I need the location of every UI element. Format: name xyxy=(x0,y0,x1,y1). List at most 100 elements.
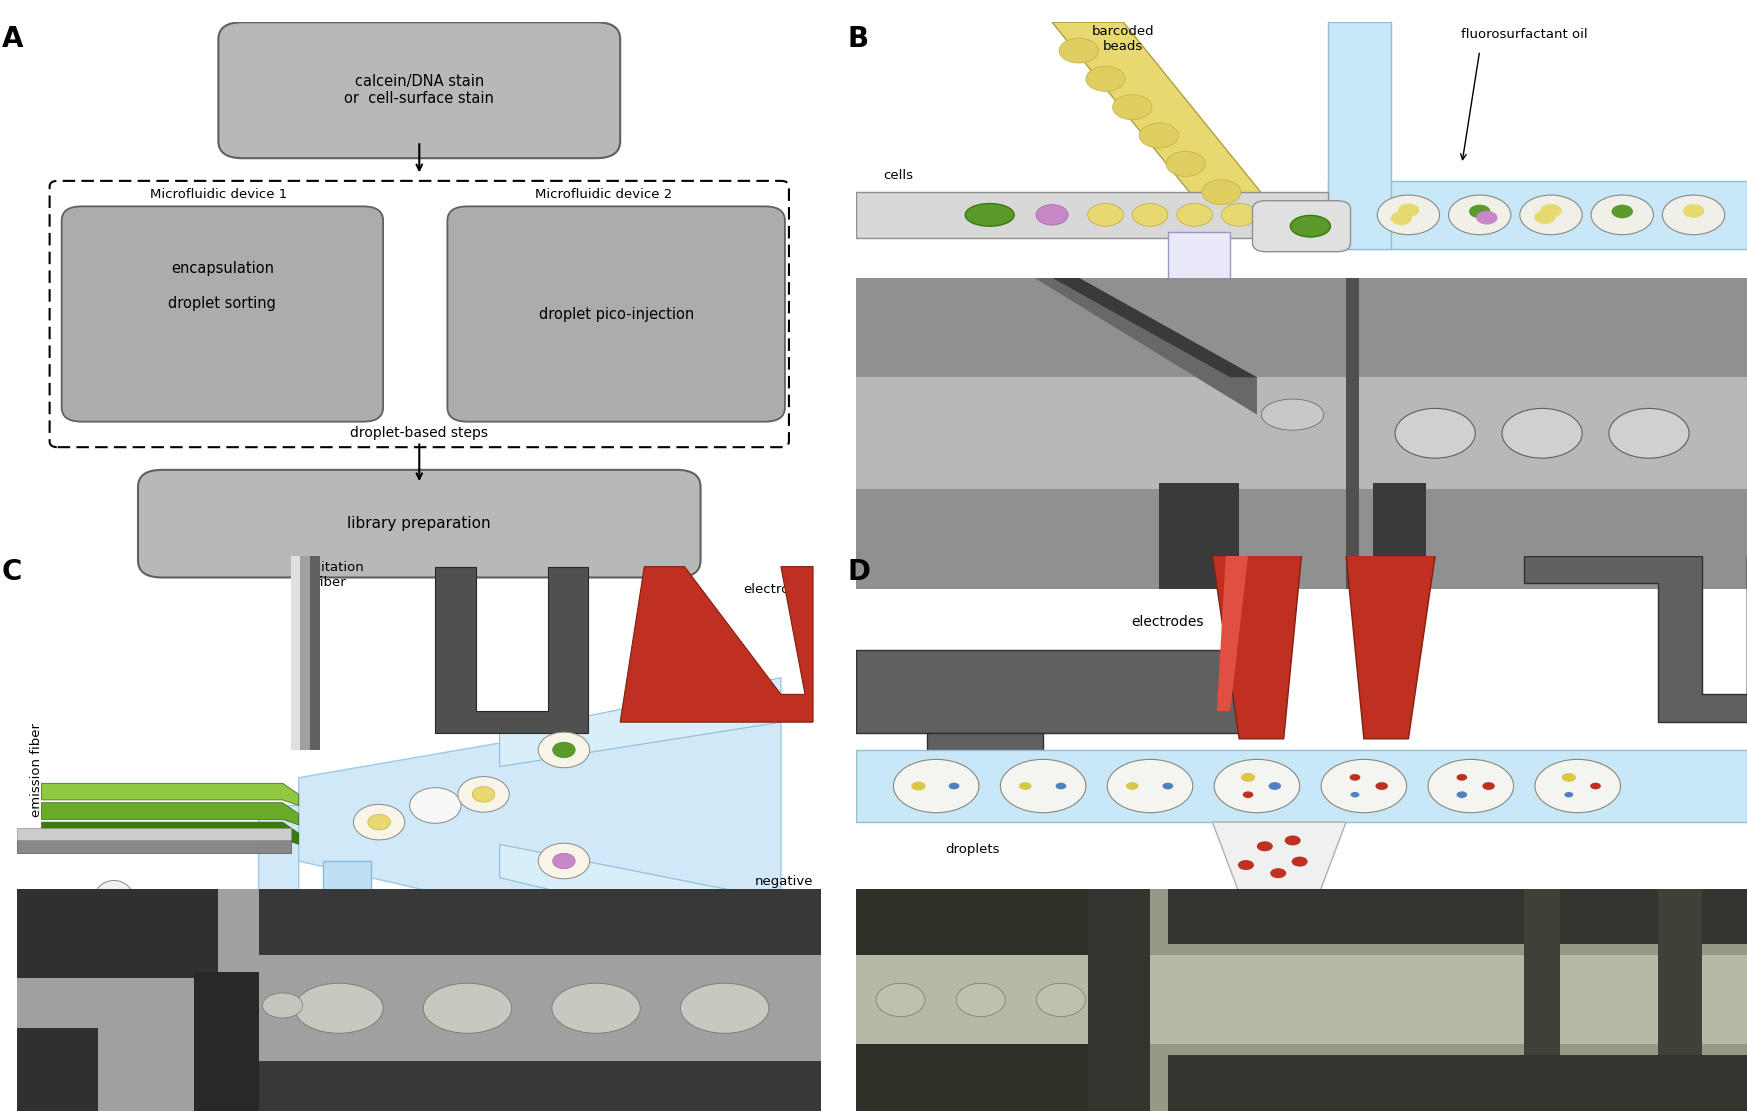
Circle shape xyxy=(1476,211,1497,224)
Circle shape xyxy=(1019,782,1031,790)
Circle shape xyxy=(1314,969,1329,979)
Circle shape xyxy=(101,891,126,909)
Bar xyxy=(856,1044,1123,1111)
Circle shape xyxy=(1059,38,1099,63)
Text: library preparation: library preparation xyxy=(348,517,491,531)
FancyBboxPatch shape xyxy=(138,470,701,578)
Ellipse shape xyxy=(1291,216,1331,237)
Text: droplet-based steps: droplet-based steps xyxy=(351,426,487,440)
Ellipse shape xyxy=(295,983,383,1033)
Bar xyxy=(323,861,370,1083)
Ellipse shape xyxy=(423,983,512,1033)
Polygon shape xyxy=(42,783,299,805)
Bar xyxy=(856,889,1123,955)
Circle shape xyxy=(1611,204,1633,218)
Circle shape xyxy=(1350,774,1361,781)
Bar xyxy=(856,192,1328,238)
Text: A: A xyxy=(2,26,23,53)
Circle shape xyxy=(1165,151,1205,177)
Text: calcein/DNA stain
or  cell-surface stain: calcein/DNA stain or cell-surface stain xyxy=(344,74,494,107)
Circle shape xyxy=(1457,791,1467,798)
Text: barcoded
beads: barcoded beads xyxy=(1092,26,1155,53)
Circle shape xyxy=(1291,857,1309,867)
FancyBboxPatch shape xyxy=(61,207,383,422)
FancyBboxPatch shape xyxy=(447,207,784,422)
Circle shape xyxy=(1055,782,1066,789)
Text: electrodes: electrodes xyxy=(1132,615,1204,629)
Bar xyxy=(1167,1055,1747,1111)
Circle shape xyxy=(1108,760,1193,813)
Circle shape xyxy=(1214,760,1300,813)
Text: droplets: droplets xyxy=(42,949,96,962)
Text: C: C xyxy=(2,559,21,587)
Circle shape xyxy=(1590,782,1600,789)
Circle shape xyxy=(1427,760,1513,813)
Bar xyxy=(1328,22,1391,249)
Circle shape xyxy=(369,814,390,830)
Bar xyxy=(856,650,1256,733)
Text: negative
channel: negative channel xyxy=(755,874,812,903)
Bar xyxy=(309,556,320,750)
Circle shape xyxy=(1221,203,1256,227)
Circle shape xyxy=(1534,210,1555,224)
Polygon shape xyxy=(1523,556,1747,722)
Circle shape xyxy=(552,742,575,758)
Bar xyxy=(856,750,1747,822)
Polygon shape xyxy=(1218,556,1247,711)
Circle shape xyxy=(1562,773,1576,782)
Circle shape xyxy=(893,760,978,813)
Bar xyxy=(928,733,1043,789)
Circle shape xyxy=(1541,204,1562,218)
Circle shape xyxy=(1256,841,1274,851)
Text: fluorosurfactant oil: fluorosurfactant oil xyxy=(379,1038,498,1051)
Polygon shape xyxy=(299,694,781,972)
Bar xyxy=(17,840,290,853)
Ellipse shape xyxy=(681,983,769,1033)
Polygon shape xyxy=(138,805,299,1011)
Text: Microfluidic device 1: Microfluidic device 1 xyxy=(150,188,287,201)
Circle shape xyxy=(1592,196,1653,234)
Bar xyxy=(1088,889,1150,1111)
Bar xyxy=(1373,483,1426,589)
Ellipse shape xyxy=(262,993,302,1018)
Bar xyxy=(194,972,259,1111)
Circle shape xyxy=(1240,773,1254,782)
Circle shape xyxy=(1127,782,1139,790)
Circle shape xyxy=(1448,196,1511,234)
Bar xyxy=(856,955,1747,1044)
Text: lysis mix: lysis mix xyxy=(1106,344,1164,358)
Bar xyxy=(259,1061,821,1111)
Ellipse shape xyxy=(1036,983,1085,1017)
Ellipse shape xyxy=(552,983,641,1033)
Polygon shape xyxy=(620,567,812,722)
Circle shape xyxy=(1564,792,1574,798)
Bar xyxy=(1328,181,1747,249)
Ellipse shape xyxy=(875,983,926,1017)
Circle shape xyxy=(912,782,926,791)
Circle shape xyxy=(1469,204,1490,218)
Polygon shape xyxy=(1052,22,1284,220)
Circle shape xyxy=(1375,782,1387,790)
Text: droplets: droplets xyxy=(945,843,999,857)
Bar xyxy=(1523,889,1560,1055)
Bar xyxy=(1167,232,1230,391)
Ellipse shape xyxy=(159,920,197,958)
Circle shape xyxy=(1321,760,1406,813)
Circle shape xyxy=(1536,760,1621,813)
Circle shape xyxy=(472,787,494,802)
Circle shape xyxy=(1265,963,1281,973)
Circle shape xyxy=(1088,203,1123,227)
Ellipse shape xyxy=(964,203,1015,227)
Bar xyxy=(17,829,290,840)
Text: excitation
fiber: excitation fiber xyxy=(299,561,363,589)
Circle shape xyxy=(538,732,590,768)
Polygon shape xyxy=(500,678,781,767)
Bar xyxy=(17,889,218,978)
Bar xyxy=(856,378,1747,489)
Circle shape xyxy=(1139,123,1179,148)
Circle shape xyxy=(949,782,959,789)
Polygon shape xyxy=(856,278,1256,414)
Circle shape xyxy=(1268,782,1281,790)
Circle shape xyxy=(538,843,590,879)
Bar xyxy=(290,556,300,750)
